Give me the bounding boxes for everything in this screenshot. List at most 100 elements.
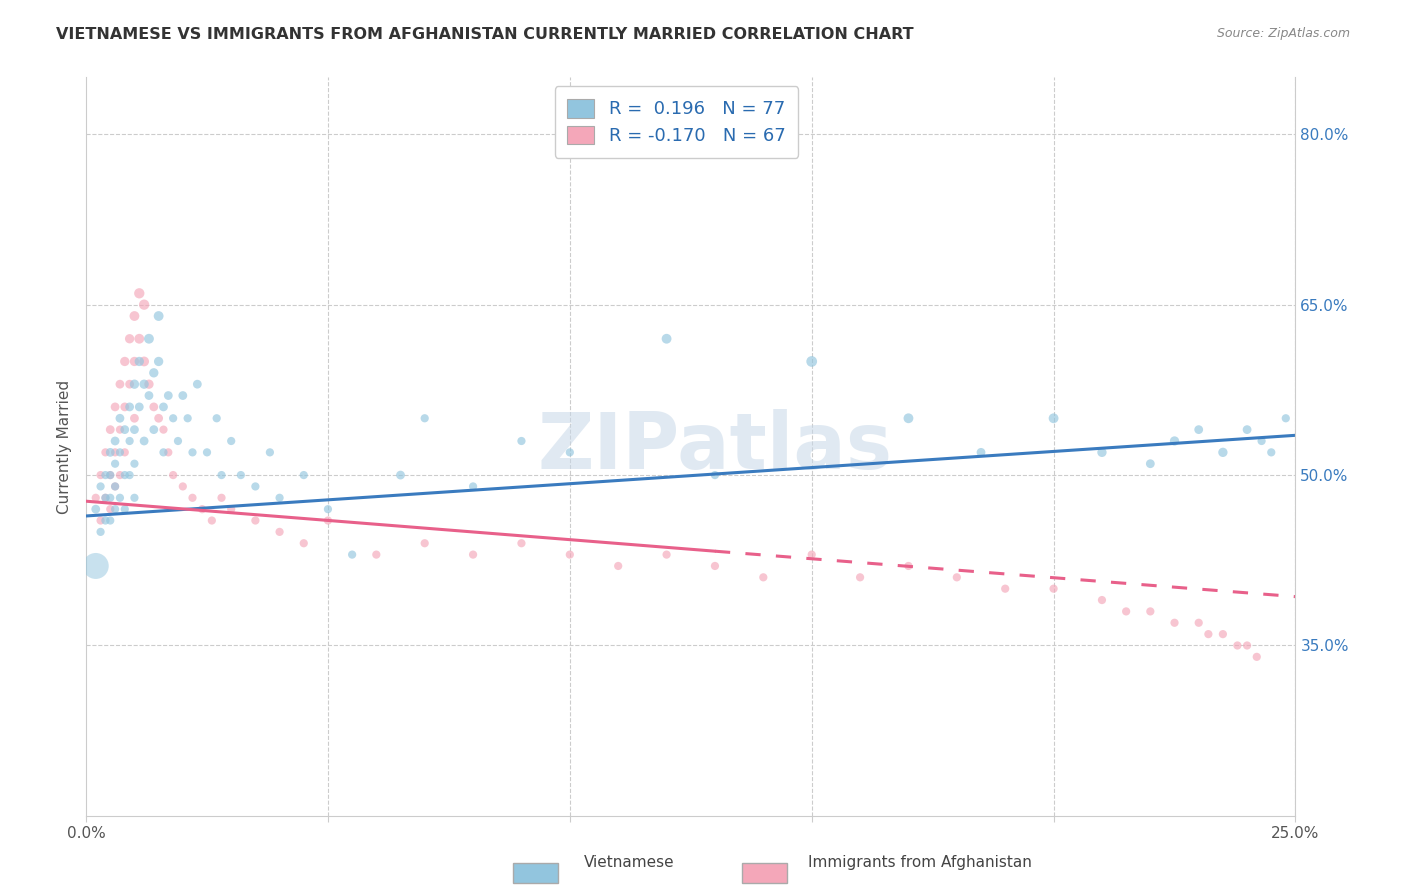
Point <box>98 491 121 505</box>
Point <box>195 445 218 459</box>
Point <box>607 558 630 573</box>
Point <box>704 558 727 573</box>
Point <box>510 434 533 448</box>
Point <box>134 377 156 392</box>
Point <box>897 411 920 425</box>
Point <box>245 479 267 493</box>
Point <box>134 298 156 312</box>
Point <box>148 354 170 368</box>
Point <box>98 468 121 483</box>
Point <box>800 354 823 368</box>
Point <box>104 445 127 459</box>
Point <box>229 468 252 483</box>
Point <box>1226 639 1249 653</box>
Point <box>1274 411 1296 425</box>
Point <box>104 502 127 516</box>
Point <box>1188 423 1211 437</box>
Point <box>114 468 136 483</box>
Point <box>84 491 107 505</box>
Point <box>219 434 242 448</box>
Point <box>897 558 920 573</box>
Point <box>1163 434 1185 448</box>
Point <box>1139 604 1161 618</box>
Point <box>510 536 533 550</box>
Point <box>108 491 131 505</box>
Point <box>1260 445 1282 459</box>
Point <box>157 388 180 402</box>
Point <box>558 445 581 459</box>
Point <box>138 388 160 402</box>
Point <box>104 400 127 414</box>
Point <box>148 309 170 323</box>
Point <box>152 445 174 459</box>
Text: Source: ZipAtlas.com: Source: ZipAtlas.com <box>1216 27 1350 40</box>
Point <box>124 411 146 425</box>
Point <box>162 468 184 483</box>
Point <box>316 514 339 528</box>
Point <box>245 514 267 528</box>
Point <box>152 400 174 414</box>
Point <box>1236 423 1258 437</box>
Point <box>186 377 208 392</box>
Point <box>1042 411 1064 425</box>
Point <box>167 434 190 448</box>
Point <box>366 548 388 562</box>
Point <box>800 548 823 562</box>
Point <box>340 548 363 562</box>
Point <box>946 570 969 584</box>
Point <box>849 570 872 584</box>
Point <box>124 491 146 505</box>
Point <box>104 479 127 493</box>
Point <box>90 479 112 493</box>
Point <box>413 411 436 425</box>
Point <box>84 502 107 516</box>
Point <box>994 582 1017 596</box>
Text: Immigrants from Afghanistan: Immigrants from Afghanistan <box>808 855 1032 870</box>
Point <box>84 558 107 573</box>
Point <box>118 400 141 414</box>
Point <box>1188 615 1211 630</box>
Point <box>98 502 121 516</box>
Point <box>94 491 117 505</box>
Point <box>201 514 224 528</box>
Point <box>1091 593 1114 607</box>
Point <box>461 479 484 493</box>
Point <box>118 468 141 483</box>
Point <box>316 502 339 516</box>
Point <box>413 536 436 550</box>
Point <box>1139 457 1161 471</box>
Point <box>211 468 233 483</box>
Point <box>124 377 146 392</box>
Point <box>704 468 727 483</box>
Legend: R =  0.196   N = 77, R = -0.170   N = 67: R = 0.196 N = 77, R = -0.170 N = 67 <box>554 87 799 158</box>
Point <box>142 423 165 437</box>
Point <box>142 400 165 414</box>
Point <box>211 491 233 505</box>
Point <box>389 468 412 483</box>
Point <box>114 400 136 414</box>
Point <box>191 502 214 516</box>
Point <box>128 332 150 346</box>
Point <box>114 445 136 459</box>
Point <box>94 468 117 483</box>
Point <box>461 548 484 562</box>
Point <box>108 423 131 437</box>
Point <box>94 491 117 505</box>
Point <box>124 457 146 471</box>
Point <box>138 377 160 392</box>
Point <box>1042 582 1064 596</box>
Point <box>1250 434 1272 448</box>
Point <box>181 445 204 459</box>
Point <box>1115 604 1137 618</box>
Point <box>118 377 141 392</box>
Point <box>98 468 121 483</box>
Point <box>128 400 150 414</box>
Point <box>114 502 136 516</box>
Text: ZIPatlas: ZIPatlas <box>537 409 893 484</box>
Point <box>124 423 146 437</box>
Point <box>970 445 993 459</box>
Point <box>148 411 170 425</box>
Point <box>108 468 131 483</box>
Point <box>269 491 291 505</box>
Y-axis label: Currently Married: Currently Married <box>58 380 72 514</box>
